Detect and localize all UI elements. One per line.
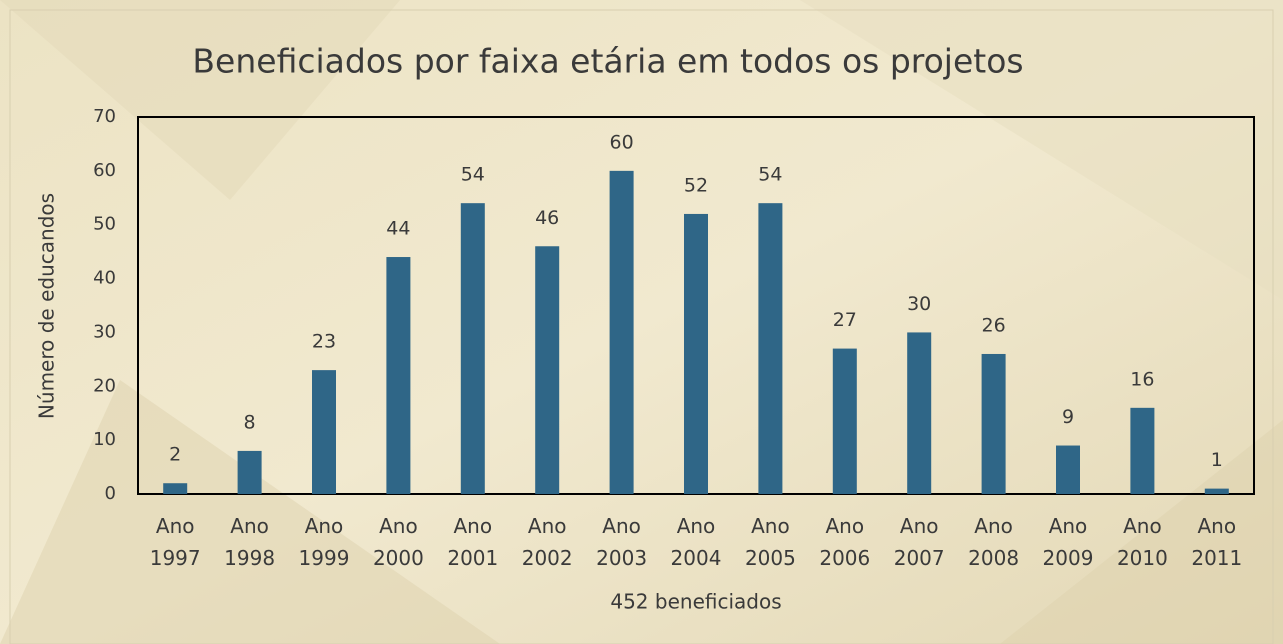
bar bbox=[907, 332, 932, 494]
y-tick-label: 10 bbox=[93, 429, 116, 450]
data-label: 52 bbox=[684, 174, 708, 196]
y-tick-label: 0 bbox=[105, 483, 116, 504]
x-tick-label: Ano 1998 bbox=[224, 514, 275, 570]
bar bbox=[684, 213, 708, 494]
chart-frame bbox=[9, 9, 1274, 644]
bar bbox=[1204, 488, 1229, 494]
data-label: 27 bbox=[833, 309, 857, 331]
x-tick-label: Ano 2004 bbox=[671, 514, 722, 570]
x-tick-label: Ano 2002 bbox=[522, 514, 573, 570]
bar bbox=[312, 370, 336, 494]
x-tick-label: Ano 2009 bbox=[1043, 514, 1094, 570]
x-tick-label: Ano 2008 bbox=[968, 514, 1019, 570]
data-label: 30 bbox=[907, 293, 931, 315]
data-label: 9 bbox=[1062, 406, 1074, 428]
x-tick-label: Ano 2001 bbox=[447, 514, 498, 570]
bar bbox=[981, 353, 1006, 494]
y-tick-label: 30 bbox=[93, 321, 116, 342]
x-tick-label: Ano 2003 bbox=[596, 514, 647, 570]
bar bbox=[237, 450, 262, 494]
decoration bbox=[1000, 420, 1283, 644]
bar bbox=[460, 203, 485, 494]
data-label: 1 bbox=[1211, 449, 1223, 471]
x-tick-label: Ano 2011 bbox=[1191, 514, 1242, 570]
x-tick-label: Ano 1999 bbox=[299, 514, 350, 570]
x-tick-label: Ano 2000 bbox=[373, 514, 424, 570]
data-label: 54 bbox=[758, 164, 782, 186]
data-label: 2 bbox=[169, 444, 181, 466]
data-label: 44 bbox=[386, 218, 410, 240]
decoration bbox=[0, 0, 400, 200]
bar bbox=[163, 483, 188, 494]
data-label: 16 bbox=[1130, 368, 1154, 390]
x-tick-label: Ano 2005 bbox=[745, 514, 796, 570]
y-tick-label: 40 bbox=[93, 268, 116, 289]
bar bbox=[386, 257, 411, 494]
x-tick-label: Ano 2010 bbox=[1117, 514, 1168, 570]
bar bbox=[609, 170, 634, 494]
data-label: 23 bbox=[312, 331, 336, 353]
data-label: 60 bbox=[610, 131, 634, 153]
data-label: 54 bbox=[461, 164, 485, 186]
y-axis-label: Número de educandos bbox=[35, 193, 59, 419]
x-axis-label: 452 beneficiados bbox=[610, 590, 781, 614]
chart-title: Beneficiados por faixa etária em todos o… bbox=[192, 42, 1023, 81]
data-label: 8 bbox=[244, 411, 256, 433]
data-label: 46 bbox=[535, 207, 559, 229]
y-tick-label: 20 bbox=[93, 375, 116, 396]
decoration bbox=[0, 380, 500, 644]
x-tick-label: Ano 2006 bbox=[819, 514, 870, 570]
bar bbox=[1130, 407, 1155, 494]
bar bbox=[758, 203, 783, 494]
x-tick-label: Ano 2007 bbox=[894, 514, 945, 570]
y-tick-label: 60 bbox=[93, 160, 116, 181]
x-tick-label: Ano 1997 bbox=[150, 514, 201, 570]
decoration bbox=[800, 0, 1283, 300]
y-tick-label: 70 bbox=[93, 106, 116, 127]
bar bbox=[1056, 445, 1080, 494]
bar bbox=[535, 246, 560, 494]
y-tick-label: 50 bbox=[93, 214, 116, 235]
data-label: 26 bbox=[982, 314, 1006, 336]
bar bbox=[832, 348, 857, 494]
